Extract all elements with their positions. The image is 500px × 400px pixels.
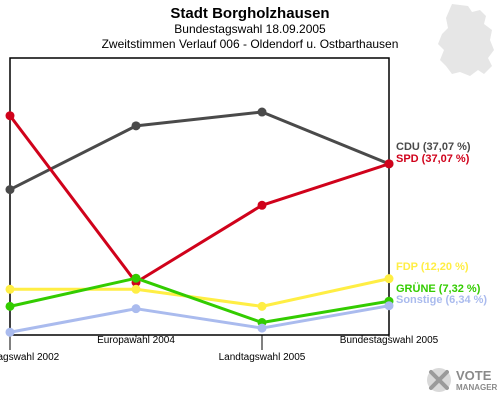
series-line-spd [8, 114, 390, 284]
germany-map-icon [438, 4, 494, 76]
data-point-spd [257, 200, 267, 210]
series-line-cdu [9, 110, 390, 191]
data-point-fdp [131, 284, 141, 294]
logo-line2: MANAGER [456, 383, 498, 392]
x-tick-label: Bundestagswahl 2002 [0, 352, 60, 363]
legend-label-grüne: GRÜNE (7,32 %) [396, 282, 481, 295]
data-point-sonstige [257, 323, 267, 333]
vote-manager-logo: VOTE MANAGER [427, 368, 498, 392]
data-point-cdu [5, 185, 15, 195]
data-point-sonstige [5, 327, 15, 337]
x-tick-label: Bundestagswahl 2005 [340, 335, 439, 346]
logo-line1: VOTE [456, 368, 492, 383]
data-point-fdp [257, 301, 267, 311]
data-point-grüne [5, 301, 15, 311]
data-point-fdp [5, 284, 15, 294]
data-point-cdu [257, 107, 267, 117]
x-tick-label: Europawahl 2004 [97, 335, 175, 346]
chart-title: Stadt Borgholzhausen [170, 5, 329, 22]
legend-label-fdp: FDP (12,20 %) [396, 261, 469, 273]
chart-subtitle: Bundestagswahl 18.09.2005 [174, 22, 326, 36]
data-point-fdp [384, 274, 394, 284]
x-tick-label: Landtagswahl 2005 [219, 352, 306, 363]
series-line-sonstige [9, 304, 390, 334]
legend-label-spd: SPD (37,07 %) [396, 153, 470, 165]
data-point-sonstige [384, 301, 394, 311]
data-point-cdu [131, 121, 141, 131]
series-line-grüne [9, 276, 390, 325]
data-point-spd [384, 159, 394, 169]
legend-label-cdu: CDU (37,07 %) [396, 141, 471, 153]
data-point-sonstige [131, 304, 141, 314]
data-point-grüne [131, 273, 141, 283]
series-line-fdp [10, 277, 390, 308]
data-point-spd [5, 111, 15, 121]
plot-frame [9, 57, 390, 336]
chart-subtitle-2: Zweitstimmen Verlauf 006 - Oldendorf u. … [102, 37, 399, 51]
legend-label-sonstige: Sonstige (6,34 %) [396, 294, 487, 306]
